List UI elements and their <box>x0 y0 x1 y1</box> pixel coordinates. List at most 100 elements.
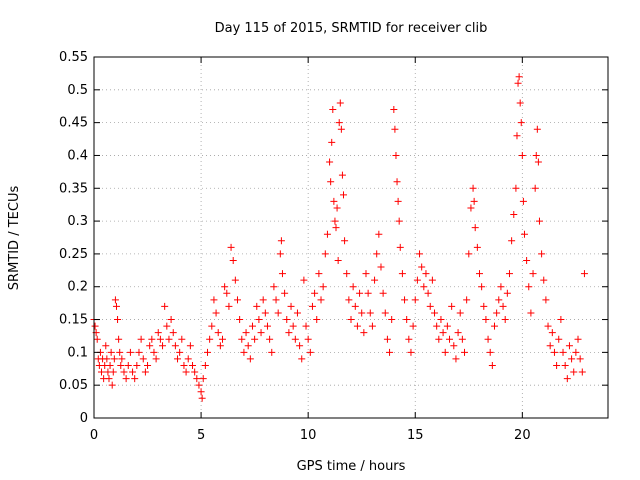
data-point <box>327 178 335 186</box>
data-point <box>212 309 220 317</box>
data-point <box>338 171 346 179</box>
data-point <box>182 368 190 376</box>
data-point <box>244 342 252 350</box>
data-point <box>106 361 114 369</box>
data-point <box>293 309 301 317</box>
data-point <box>533 125 541 133</box>
data-point <box>503 289 511 297</box>
data-point <box>281 289 289 297</box>
data-point <box>124 361 132 369</box>
data-point <box>219 335 226 343</box>
data-point <box>313 316 321 324</box>
data-point <box>580 270 588 278</box>
data-point <box>356 289 364 297</box>
data-point <box>424 289 432 297</box>
data-point <box>174 355 182 363</box>
data-point <box>353 322 361 330</box>
data-point <box>538 250 546 258</box>
data-point <box>519 197 527 205</box>
data-point <box>296 342 304 350</box>
data-point <box>238 335 246 343</box>
data-point <box>392 151 400 159</box>
data-point <box>186 342 194 350</box>
data-point <box>488 361 496 369</box>
data-point <box>176 348 184 356</box>
data-point <box>97 368 105 376</box>
data-point <box>448 302 456 310</box>
data-point <box>343 270 351 278</box>
data-point <box>240 348 248 356</box>
data-point <box>184 355 192 363</box>
data-point <box>512 184 520 192</box>
data-point <box>204 348 212 356</box>
data-point <box>111 296 119 304</box>
data-point <box>471 224 479 232</box>
data-point <box>102 342 110 350</box>
data-point <box>563 375 571 383</box>
data-point <box>360 329 368 337</box>
data-point <box>180 361 188 369</box>
data-point <box>405 335 413 343</box>
data-point <box>568 355 576 363</box>
data-point <box>137 335 145 343</box>
data-point <box>409 322 417 330</box>
data-point <box>553 361 561 369</box>
data-point <box>467 204 475 212</box>
data-point <box>391 125 399 133</box>
data-point <box>118 355 126 363</box>
data-point <box>139 355 147 363</box>
data-point <box>559 348 567 356</box>
data-point <box>576 355 584 363</box>
data-point <box>122 375 130 383</box>
y-tick-label: 0.15 <box>59 313 88 328</box>
data-point <box>308 302 316 310</box>
data-point <box>227 243 235 251</box>
data-point <box>546 342 554 350</box>
data-point <box>321 250 329 258</box>
data-point <box>420 283 428 291</box>
data-point <box>531 184 539 192</box>
data-point <box>373 250 381 258</box>
data-point <box>133 361 141 369</box>
data-point <box>131 375 139 383</box>
data-point <box>146 342 154 350</box>
data-point <box>437 316 445 324</box>
data-point <box>129 368 137 376</box>
data-point <box>330 197 338 205</box>
data-point <box>248 322 256 330</box>
data-point <box>195 381 203 389</box>
data-point <box>189 361 197 369</box>
data-point <box>535 217 543 225</box>
data-point <box>223 289 231 297</box>
data-point <box>117 361 125 369</box>
data-point <box>323 230 331 238</box>
data-point <box>426 302 434 310</box>
data-point <box>306 348 314 356</box>
data-point <box>490 322 498 330</box>
data-point <box>272 296 280 304</box>
data-point <box>499 302 507 310</box>
data-point <box>476 270 483 278</box>
data-point <box>345 296 353 304</box>
x-tick-label: 20 <box>514 428 531 443</box>
data-point <box>362 270 370 278</box>
data-point <box>332 224 340 232</box>
data-point <box>150 348 158 356</box>
data-point <box>516 99 524 107</box>
data-point <box>114 316 122 324</box>
data-point <box>452 355 460 363</box>
data-point <box>229 256 237 264</box>
data-point <box>216 342 224 350</box>
data-point <box>335 119 343 127</box>
data-point <box>520 230 528 238</box>
data-point <box>257 329 265 337</box>
data-point <box>570 368 578 376</box>
data-point <box>225 302 233 310</box>
y-tick-label: 0.3 <box>67 214 88 229</box>
data-point <box>495 296 503 304</box>
data-point <box>311 289 319 297</box>
data-point <box>126 348 134 356</box>
data-point <box>433 322 441 330</box>
data-point <box>103 355 111 363</box>
data-point <box>469 184 477 192</box>
